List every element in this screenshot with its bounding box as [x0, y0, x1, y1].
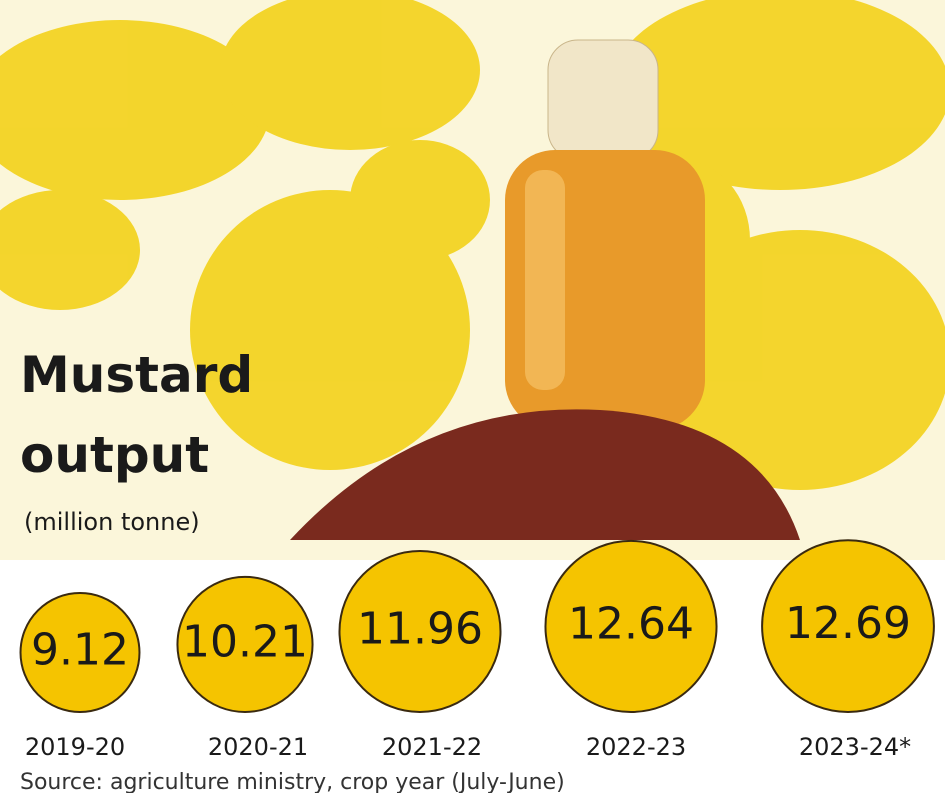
category-label: 2021-22	[382, 733, 482, 761]
infographic: 9.12 2019-20 10.21 2020-21 11.96 2021-22 12.64…	[0, 0, 945, 793]
value-label: 12.64	[568, 598, 694, 649]
category-label: 2019-20	[25, 733, 125, 761]
source-note: Source: agriculture ministry, crop year …	[20, 770, 565, 793]
chart-title: Mustard output	[20, 335, 280, 495]
category-label: 2023-24*	[799, 733, 911, 761]
category-label: 2022-23	[586, 733, 686, 761]
value-label: 12.69	[785, 598, 911, 649]
category-label: 2020-21	[208, 733, 308, 761]
value-label: 9.12	[31, 625, 129, 676]
value-label: 10.21	[182, 616, 308, 667]
value-label: 11.96	[357, 603, 483, 654]
chart-subtitle: (million tonne)	[24, 508, 200, 536]
